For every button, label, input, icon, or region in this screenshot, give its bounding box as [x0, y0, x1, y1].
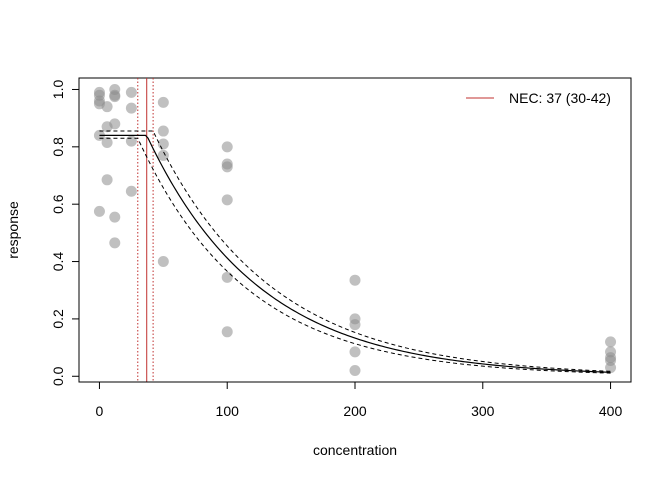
data-point: [125, 135, 137, 147]
fitted-curve: [99, 134, 611, 373]
x-axis-label: concentration: [313, 442, 397, 458]
data-point: [157, 256, 169, 268]
data-point: [109, 91, 121, 103]
data-point: [157, 125, 169, 137]
legend-nec-label: NEC: 37 (30-42): [509, 90, 611, 106]
data-point: [221, 161, 233, 173]
data-point: [349, 319, 361, 331]
data-point: [125, 185, 137, 197]
data-point: [109, 237, 121, 249]
x-tick-label: 200: [343, 403, 367, 419]
data-point: [605, 336, 617, 348]
data-point: [157, 96, 169, 108]
nec-lines: [137, 78, 154, 382]
data-point: [157, 149, 169, 161]
y-tick-label: 0.6: [50, 194, 66, 214]
x-tick-label: 100: [216, 403, 240, 419]
data-point: [125, 102, 137, 114]
data-point: [157, 138, 169, 150]
fitted-curves: [99, 130, 611, 374]
data-point: [101, 174, 113, 186]
data-point: [101, 101, 113, 113]
data-point: [349, 365, 361, 377]
data-point: [101, 137, 113, 149]
x-tick-label: 300: [471, 403, 495, 419]
y-axis-label: response: [5, 201, 21, 259]
y-tick-label: 0.8: [50, 137, 66, 157]
data-point: [109, 211, 121, 223]
data-point: [349, 346, 361, 358]
data-point: [221, 141, 233, 153]
data-point: [221, 271, 233, 283]
y-tick-label: 0.4: [50, 252, 66, 272]
data-point: [125, 86, 137, 98]
y-tick-label: 1.0: [50, 80, 66, 100]
y-tick-label: 0.2: [50, 309, 66, 329]
data-point: [605, 362, 617, 374]
data-point: [221, 326, 233, 338]
axes: 0 100 200 300 400 0.0 0.2 0.4 0.6 0.8 1.0: [50, 80, 622, 419]
plot-border: [78, 77, 632, 383]
y-tick-label: 0.0: [50, 366, 66, 386]
x-tick-label: 400: [599, 403, 623, 419]
data-point: [221, 194, 233, 206]
legend: NEC: 37 (30-42): [466, 90, 611, 106]
data-point: [93, 205, 105, 217]
upper-ci-curve: [99, 130, 611, 372]
lower-ci-curve: [99, 137, 611, 374]
x-tick-label: 0: [96, 403, 104, 419]
data-point: [109, 118, 121, 130]
data-point: [349, 274, 361, 286]
